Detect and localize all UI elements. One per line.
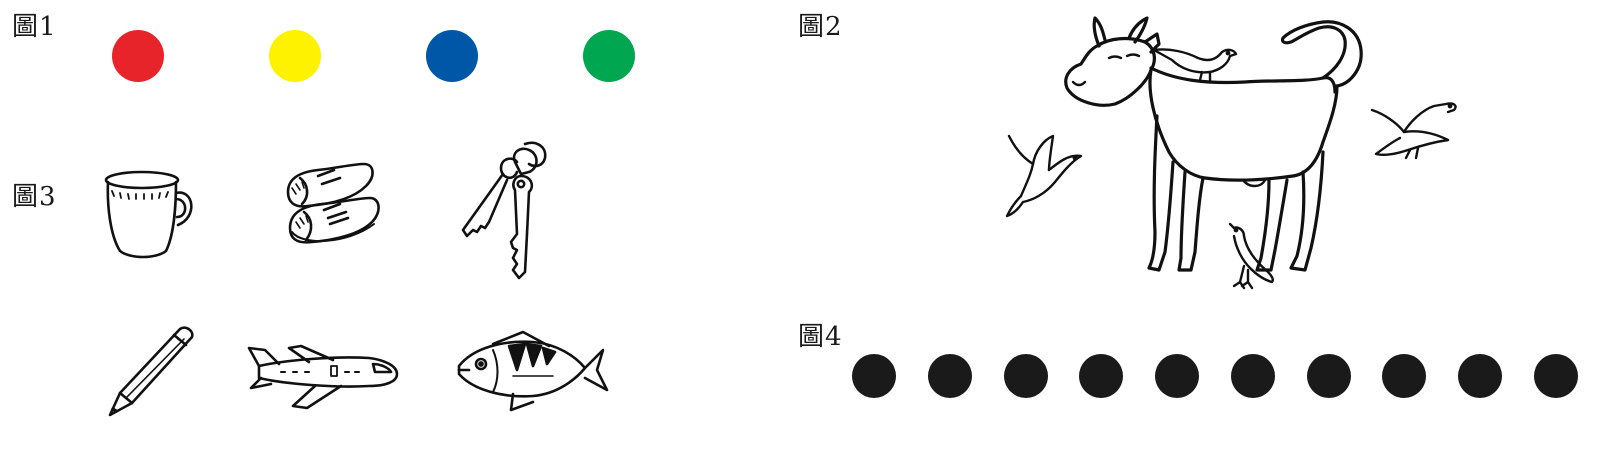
blue-dot xyxy=(426,30,478,82)
figure-3-label: 圖3 xyxy=(12,176,57,213)
yellow-dot xyxy=(269,30,321,82)
black-dot xyxy=(1458,354,1502,398)
black-dot xyxy=(852,354,896,398)
keys-icon xyxy=(455,138,573,280)
airplane-icon xyxy=(245,340,400,412)
bird-icon xyxy=(1370,98,1460,162)
black-dot xyxy=(928,354,972,398)
black-dot xyxy=(1382,354,1426,398)
bird-icon xyxy=(1005,132,1085,220)
bird-icon xyxy=(1222,220,1278,292)
pencil-icon xyxy=(104,323,200,419)
mug-icon xyxy=(100,165,200,265)
black-dot xyxy=(1534,354,1578,398)
black-dot xyxy=(1231,354,1275,398)
black-dot xyxy=(1307,354,1351,398)
bird-icon xyxy=(1150,38,1240,86)
fish-icon xyxy=(453,330,613,420)
black-dot xyxy=(1155,354,1199,398)
black-dot xyxy=(1079,354,1123,398)
black-dot xyxy=(1004,354,1048,398)
figure-1-label: 圖1 xyxy=(12,6,57,43)
red-dot xyxy=(112,30,164,82)
green-dot xyxy=(583,30,635,82)
shoes-icon xyxy=(278,158,388,266)
figure-4-label: 圖4 xyxy=(798,316,843,353)
figure-2-label: 圖2 xyxy=(798,6,843,43)
